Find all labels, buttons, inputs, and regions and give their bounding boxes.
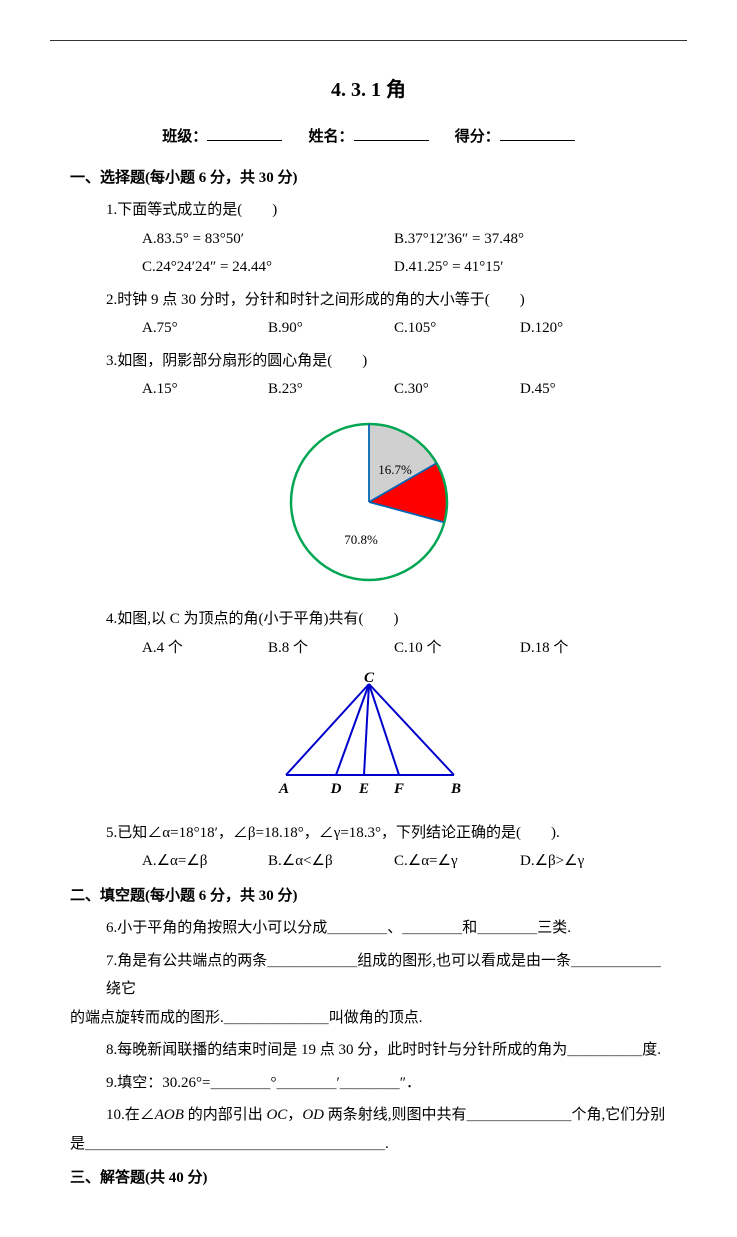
q7-text-b: 的端点旋转而成的图形.＿＿＿＿＿＿＿叫做角的顶点. [70, 1004, 667, 1033]
name-label: 姓名： [308, 129, 353, 145]
q1-opt-b: B.37°12′36″ = 37.48° [394, 225, 646, 254]
top-rule [50, 40, 687, 41]
q5-options: A.∠α=∠β B.∠α<∠β C.∠α=∠γ D.∠β>∠γ [142, 847, 667, 876]
score-blank [500, 125, 575, 142]
q10-aob: AOB [155, 1107, 184, 1123]
q7-text-a: 7.角是有公共端点的两条＿＿＿＿＿＿组成的图形,也可以看成是由一条＿＿＿＿＿＿绕… [106, 947, 667, 1004]
q2-opt-b: B.90° [268, 314, 394, 343]
q3-text: 3.如图，阴影部分扇形的圆心角是( ) [106, 347, 667, 376]
q10-text-a: 10.在∠AOB 的内部引出 OC，OD 两条射线,则图中共有＿＿＿＿＿＿＿个角… [106, 1101, 667, 1130]
class-blank [207, 125, 282, 142]
q4-opt-d: D.18 个 [520, 634, 646, 663]
svg-text:D: D [329, 781, 341, 797]
svg-text:A: A [277, 781, 288, 797]
q4-opt-c: C.10 个 [394, 634, 520, 663]
q3-opt-a: A.15° [142, 375, 268, 404]
q10-sep: ， [287, 1107, 302, 1123]
q8-text: 8.每晚新闻联播的结束时间是 19 点 30 分，此时时针与分针所成的角为＿＿＿… [106, 1036, 667, 1065]
q4-opt-b: B.8 个 [268, 634, 394, 663]
q4-opt-a: A.4 个 [142, 634, 268, 663]
q10-oc: OC [266, 1107, 287, 1123]
q1-opt-c: C.24°24′24″ = 24.44° [142, 253, 394, 282]
svg-text:C: C [363, 670, 374, 686]
q10-od: OD [302, 1107, 324, 1123]
q5-opt-a: A.∠α=∠β [142, 847, 268, 876]
q2-opt-d: D.120° [520, 314, 646, 343]
svg-text:16.7%: 16.7% [378, 462, 412, 477]
q4-triangle: C A DE F B [70, 670, 667, 811]
q1-opt-a: A.83.5° = 83°50′ [142, 225, 394, 254]
section-3-heading: 三、解答题(共 40 分) [70, 1164, 667, 1193]
svg-text:B: B [449, 781, 460, 797]
q5-opt-b: B.∠α<∠β [268, 847, 394, 876]
q2-text: 2.时钟 9 点 30 分时，分针和时针之间形成的角的大小等于( ) [106, 286, 667, 315]
q3-opt-b: B.23° [268, 375, 394, 404]
svg-text:F: F [392, 781, 403, 797]
name-blank [354, 125, 429, 142]
q2-opt-a: A.75° [142, 314, 268, 343]
section-2-heading: 二、填空题(每小题 6 分，共 30 分) [70, 882, 667, 911]
q5-opt-c: C.∠α=∠γ [394, 847, 520, 876]
q10-mid: 的内部引出 [184, 1107, 267, 1123]
q10-text-b: 是＿＿＿＿＿＿＿＿＿＿＿＿＿＿＿＿＿＿＿＿. [70, 1130, 667, 1159]
q3-opt-d: D.45° [520, 375, 646, 404]
q6-text: 6.小于平角的角按照大小可以分成＿＿＿＿、＿＿＿＿和＿＿＿＿三类. [106, 914, 667, 943]
q10-post: 两条射线,则图中共有＿＿＿＿＿＿＿个角,它们分别 [324, 1107, 665, 1123]
q5-text: 5.已知∠α=18°18′，∠β=18.18°，∠γ=18.3°，下列结论正确的… [106, 819, 667, 848]
page-title: 4. 3. 1 角 [70, 71, 667, 109]
q3-pie-chart: 16.7% 70.8% [70, 412, 667, 598]
class-label: 班级： [162, 129, 207, 145]
q4-options: A.4 个 B.8 个 C.10 个 D.18 个 [142, 634, 667, 663]
pie-chart-svg: 16.7% 70.8% [269, 412, 469, 587]
q3-options: A.15° B.23° C.30° D.45° [142, 375, 667, 404]
q1-options: A.83.5° = 83°50′ B.37°12′36″ = 37.48° C.… [142, 225, 667, 282]
score-label: 得分： [455, 129, 500, 145]
svg-text:70.8%: 70.8% [344, 532, 378, 547]
svg-text:E: E [357, 781, 368, 797]
q1-opt-d: D.41.25° = 41°15′ [394, 253, 646, 282]
q2-opt-c: C.105° [394, 314, 520, 343]
section-1-heading: 一、选择题(每小题 6 分，共 30 分) [70, 164, 667, 193]
q1-text: 1.下面等式成立的是( ) [106, 196, 667, 225]
q10-pre: 10.在∠ [106, 1107, 155, 1123]
q5-opt-d: D.∠β>∠γ [520, 847, 646, 876]
q4-text: 4.如图,以 C 为顶点的角(小于平角)共有( ) [106, 605, 667, 634]
q2-options: A.75° B.90° C.105° D.120° [142, 314, 667, 343]
triangle-svg: C A DE F B [254, 670, 484, 800]
q9-text: 9.填空：30.26°=＿＿＿＿°＿＿＿＿′＿＿＿＿″． [106, 1069, 667, 1098]
student-info-row: 班级： 姓名： 得分： [70, 123, 667, 152]
q3-opt-c: C.30° [394, 375, 520, 404]
